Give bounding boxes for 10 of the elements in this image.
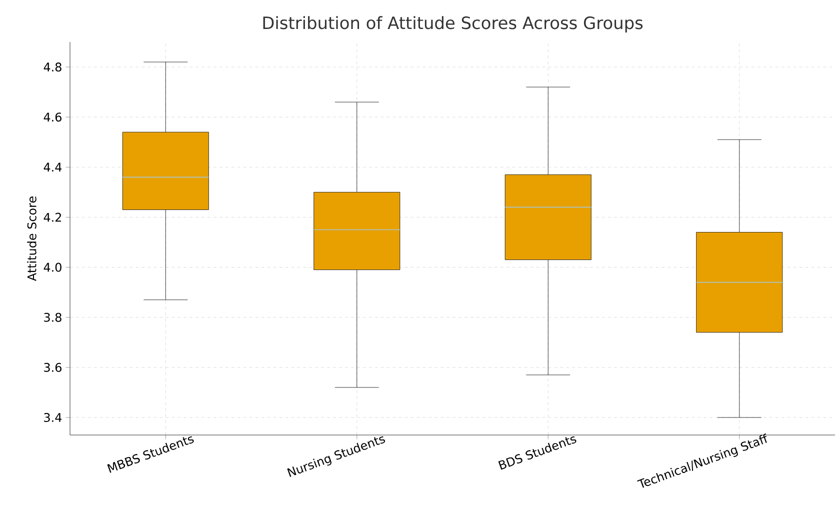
y-tick-label: 3.4 xyxy=(44,412,62,422)
y-axis-title: Attitude Score xyxy=(27,196,36,281)
chart-title: Distribution of Attitude Scores Across Groups xyxy=(263,16,643,32)
y-tick-label: 3.6 xyxy=(44,362,62,372)
y-tick-label: 4.0 xyxy=(44,262,62,272)
y-tick-label: 4.2 xyxy=(44,212,62,222)
y-tick-label: 4.8 xyxy=(44,62,62,72)
y-tick-label: 3.8 xyxy=(44,312,62,322)
y-tick-label: 4.4 xyxy=(44,162,62,172)
y-tick-label: 4.6 xyxy=(44,112,62,122)
